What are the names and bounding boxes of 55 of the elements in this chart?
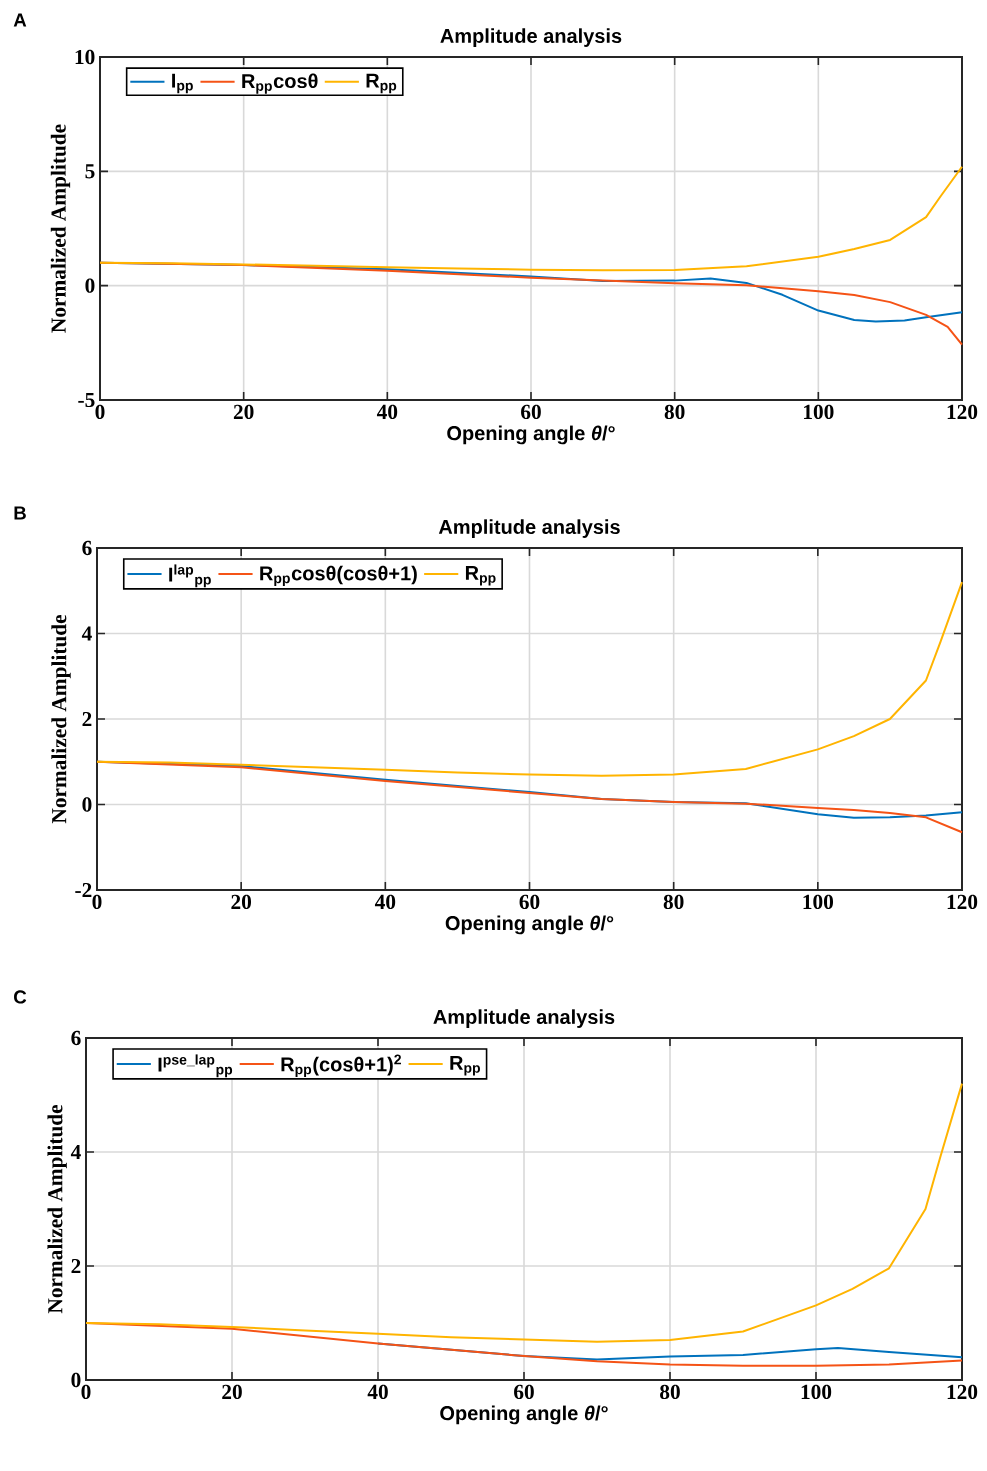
y-tick-label: 2 [71, 1258, 81, 1274]
y-tick-label: 2 [82, 711, 92, 727]
x-tick-label: 60 [514, 1384, 534, 1400]
y-tick-label: 6 [82, 540, 92, 556]
legend-label: R$_{pp}$cosθ [242, 73, 318, 94]
x-tick-label: 120 [947, 894, 978, 910]
x-axis-title: Opening angle θ/° [447, 425, 615, 445]
chart-title: Amplitude analysis [433, 1009, 615, 1028]
line-series [99, 165, 963, 272]
text: C [14, 990, 27, 1004]
x-tick-label: 100 [801, 1384, 832, 1400]
x-tick-label: 80 [663, 894, 684, 910]
y-axis-title: Normalized Amplitude [51, 614, 71, 824]
y-tick-label: 0 [82, 797, 92, 812]
y-axis-title: Normalized Amplitude [50, 124, 71, 333]
x-tick-label: 120 [947, 404, 978, 420]
y-tick-label: -2 [75, 882, 92, 898]
x-tick-label: 20 [231, 894, 252, 910]
x-tick-label: 120 [947, 1384, 978, 1400]
legend-label: R$_{pp}$ [366, 73, 397, 94]
text: A [13, 13, 27, 27]
x-tick-label: 60 [519, 894, 540, 910]
x-tick-label: 20 [222, 1384, 242, 1400]
x-tick-label: 100 [804, 404, 834, 420]
legend-label: I$^{lap}$pp [169, 564, 211, 588]
y-tick-label: 6 [71, 1030, 81, 1046]
y-tick-label: -5 [78, 392, 95, 408]
text: B [14, 506, 26, 520]
x-tick-label: 80 [664, 404, 685, 420]
x-axis-title: Opening angle θ/° [440, 1405, 608, 1425]
x-tick-label: 80 [660, 1384, 680, 1400]
y-tick-label: 4 [70, 1144, 81, 1160]
legend-label: R$_{pp}$ [450, 1056, 480, 1076]
x-tick-label: 100 [803, 894, 834, 910]
y-tick-label: 0 [85, 278, 95, 293]
y-tick-label: 4 [81, 626, 92, 641]
y-tick-label: 10 [75, 49, 95, 65]
y-tick-label: 0 [71, 1372, 81, 1388]
legend-label: R$_{pp}$ [465, 566, 496, 586]
chart-title: Amplitude analysis [440, 28, 622, 47]
y-tick-label: 5 [85, 164, 95, 179]
x-axis-title: Opening angle θ/° [445, 915, 614, 935]
x-tick-label: 40 [367, 1384, 388, 1400]
legend-label: I$_{pp}$ [172, 73, 193, 94]
line-series [85, 1082, 963, 1343]
x-tick-label: 20 [233, 404, 254, 420]
x-tick-label: 40 [376, 404, 398, 420]
x-tick-label: 0 [95, 404, 105, 420]
y-axis-title: Normalized Amplitude [47, 1104, 67, 1314]
x-tick-label: 60 [521, 404, 541, 420]
legend-label: I$^{pse_lap}$pp [158, 1054, 233, 1078]
x-tick-label: 40 [374, 894, 396, 910]
chart-title: Amplitude analysis [438, 519, 620, 538]
legend-label: R$_{pp}$(cosθ+1)$^{2}$ [281, 1054, 401, 1078]
legend-label: R$_{pp}$cosθ(cosθ+1) [260, 565, 417, 586]
